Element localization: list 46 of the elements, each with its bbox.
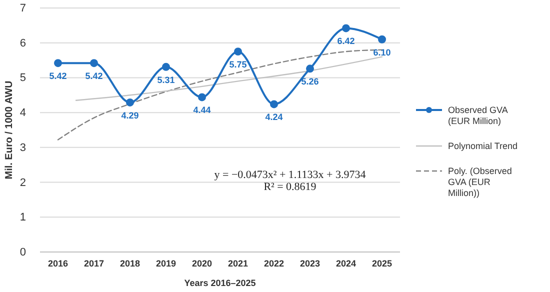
- line-series: [75, 56, 383, 101]
- y-tick-label: 5: [20, 72, 26, 84]
- point: [162, 62, 170, 71]
- point: [54, 59, 62, 68]
- x-tick-label: 2018: [120, 258, 140, 268]
- legend-label: Observed GVA (EUR Million): [448, 105, 508, 126]
- legend-label: Polynomial Trend: [448, 141, 518, 151]
- point: [342, 24, 350, 32]
- x-axis-title: Years 2016–2025: [184, 278, 256, 288]
- data-label: 5.42: [85, 71, 103, 82]
- point: [270, 100, 278, 108]
- y-axis-title: Mil. Euro / 1000 AWU: [4, 80, 15, 180]
- data-label: 6.42: [337, 36, 355, 46]
- data-label: 5.31: [157, 74, 175, 85]
- point: [126, 98, 134, 106]
- data-label: 6.10: [373, 47, 391, 58]
- data-label: 4.24: [265, 112, 283, 122]
- x-tick-label: 2019: [156, 258, 176, 268]
- y-tick-label: 3: [20, 142, 26, 154]
- x-tick-label: 2025: [372, 258, 392, 268]
- x-tick-label: 2024: [336, 258, 356, 268]
- data-label: 5.42: [49, 71, 67, 82]
- point: [90, 59, 98, 68]
- y-tick-label: 6: [20, 37, 26, 50]
- data-label: 5.75: [229, 60, 247, 70]
- y-tick-label: 7: [20, 2, 26, 15]
- x-tick-label: 2016: [48, 258, 68, 268]
- point: [234, 48, 242, 56]
- data-label: 4.44: [193, 105, 211, 116]
- point: [378, 35, 386, 44]
- point: [306, 64, 314, 73]
- y-tick-label: 1: [20, 212, 26, 224]
- y-tick-label: 2: [20, 176, 26, 189]
- data-label: 4.29: [121, 110, 139, 120]
- x-tick-label: 2020: [192, 258, 212, 268]
- x-tick-label: 2021: [228, 258, 248, 268]
- annotation: y = −0.0473x² + 1.1133x + 3.9734: [214, 169, 366, 181]
- legend-label: Poly. (Observed GVA (EUR Million)): [448, 166, 512, 198]
- x-tick-label: 2017: [84, 258, 104, 268]
- y-tick-label: 4: [20, 107, 26, 120]
- x-tick-label: 2023: [300, 258, 320, 268]
- point: [198, 93, 206, 102]
- x-tick-label: 2022: [264, 258, 284, 268]
- data-label: 5.26: [301, 76, 319, 87]
- annotation: R² = 0.8619: [264, 181, 317, 193]
- y-tick-label: 0: [20, 246, 26, 259]
